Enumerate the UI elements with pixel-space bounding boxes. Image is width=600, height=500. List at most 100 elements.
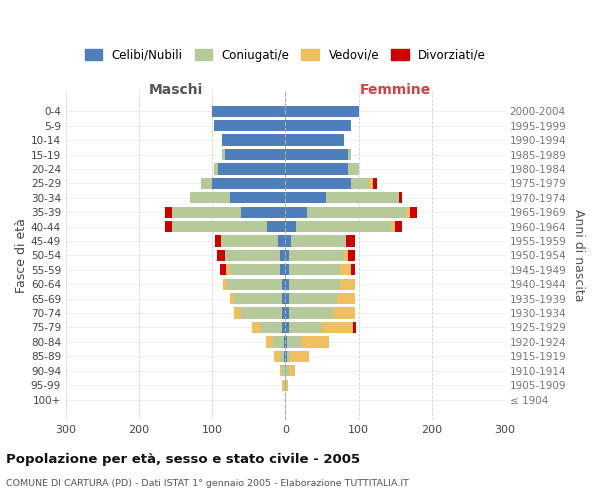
Bar bbox=[286, 192, 399, 203]
Bar bbox=[286, 308, 355, 318]
Bar bbox=[260, 322, 286, 333]
Bar bbox=[221, 236, 286, 246]
Bar bbox=[286, 264, 289, 276]
Bar bbox=[286, 106, 359, 117]
Bar bbox=[286, 336, 329, 347]
Bar bbox=[274, 350, 286, 362]
Bar bbox=[286, 149, 347, 160]
Bar bbox=[280, 350, 286, 362]
Bar bbox=[212, 106, 286, 117]
Bar bbox=[190, 192, 286, 203]
Bar bbox=[214, 120, 286, 132]
Bar bbox=[201, 178, 286, 189]
Bar bbox=[222, 134, 286, 145]
Bar bbox=[286, 336, 329, 347]
Bar bbox=[286, 206, 417, 218]
Bar bbox=[282, 293, 286, 304]
Bar bbox=[286, 350, 309, 362]
Bar bbox=[286, 178, 373, 189]
Bar bbox=[286, 192, 326, 203]
Bar bbox=[280, 264, 286, 276]
Bar bbox=[218, 164, 286, 174]
Bar bbox=[283, 380, 286, 391]
Bar bbox=[283, 380, 286, 391]
Bar bbox=[286, 250, 347, 261]
Bar bbox=[286, 149, 351, 160]
Bar bbox=[241, 206, 286, 218]
Bar bbox=[280, 365, 286, 376]
Bar bbox=[286, 336, 287, 347]
Bar bbox=[286, 350, 290, 362]
Bar bbox=[286, 322, 289, 333]
Bar bbox=[286, 106, 359, 117]
Bar bbox=[164, 206, 286, 218]
Bar bbox=[278, 236, 286, 246]
Bar bbox=[286, 178, 377, 189]
Bar bbox=[212, 106, 286, 117]
Bar bbox=[212, 106, 286, 117]
Bar bbox=[274, 350, 286, 362]
Bar bbox=[172, 206, 286, 218]
Bar bbox=[286, 236, 291, 246]
Bar bbox=[286, 293, 289, 304]
Bar bbox=[286, 264, 340, 276]
Bar bbox=[253, 322, 286, 333]
Bar bbox=[201, 178, 286, 189]
Bar bbox=[214, 164, 286, 174]
Bar bbox=[286, 120, 351, 132]
Legend: Celibi/Nubili, Coniugati/e, Vedovi/e, Divorziati/e: Celibi/Nubili, Coniugati/e, Vedovi/e, Di… bbox=[80, 44, 491, 66]
Bar bbox=[223, 278, 286, 290]
Bar bbox=[280, 365, 286, 376]
Bar bbox=[286, 293, 355, 304]
Bar bbox=[286, 350, 287, 362]
Bar bbox=[222, 149, 286, 160]
Bar bbox=[226, 149, 286, 160]
Bar bbox=[286, 149, 351, 160]
Bar bbox=[286, 206, 307, 218]
Bar bbox=[234, 308, 286, 318]
Bar bbox=[286, 250, 355, 261]
Bar bbox=[286, 250, 344, 261]
Bar bbox=[286, 178, 351, 189]
Text: COMUNE DI CARTURA (PD) - Dati ISTAT 1° gennaio 2005 - Elaborazione TUTTITALIA.IT: COMUNE DI CARTURA (PD) - Dati ISTAT 1° g… bbox=[6, 479, 409, 488]
Bar bbox=[286, 365, 295, 376]
Bar bbox=[222, 134, 286, 145]
Bar bbox=[230, 293, 286, 304]
Bar bbox=[286, 322, 353, 333]
Bar bbox=[214, 120, 286, 132]
Bar bbox=[286, 120, 351, 132]
Bar bbox=[286, 380, 287, 391]
Bar bbox=[286, 308, 333, 318]
Bar bbox=[286, 380, 287, 391]
Bar bbox=[222, 149, 286, 160]
Y-axis label: Anni di nascita: Anni di nascita bbox=[572, 209, 585, 302]
Bar bbox=[286, 164, 359, 174]
Text: Maschi: Maschi bbox=[149, 83, 203, 97]
Bar bbox=[267, 221, 286, 232]
Text: Popolazione per età, sesso e stato civile - 2005: Popolazione per età, sesso e stato civil… bbox=[6, 452, 360, 466]
Bar bbox=[286, 164, 359, 174]
Bar bbox=[266, 336, 286, 347]
Bar bbox=[286, 322, 356, 333]
Bar bbox=[286, 350, 309, 362]
Bar bbox=[286, 120, 351, 132]
Bar bbox=[230, 192, 286, 203]
Bar bbox=[280, 250, 286, 261]
Bar bbox=[286, 206, 410, 218]
Bar bbox=[221, 236, 286, 246]
Bar bbox=[286, 293, 355, 304]
Bar bbox=[214, 164, 286, 174]
Bar bbox=[286, 293, 337, 304]
Bar bbox=[212, 106, 286, 117]
Bar bbox=[282, 278, 286, 290]
Bar bbox=[286, 192, 403, 203]
Bar bbox=[224, 250, 286, 261]
Bar bbox=[286, 278, 340, 290]
Bar bbox=[286, 221, 391, 232]
Bar bbox=[286, 120, 351, 132]
Bar bbox=[286, 365, 295, 376]
Bar bbox=[286, 178, 370, 189]
Bar bbox=[286, 236, 346, 246]
Bar bbox=[214, 164, 286, 174]
Bar bbox=[282, 322, 286, 333]
